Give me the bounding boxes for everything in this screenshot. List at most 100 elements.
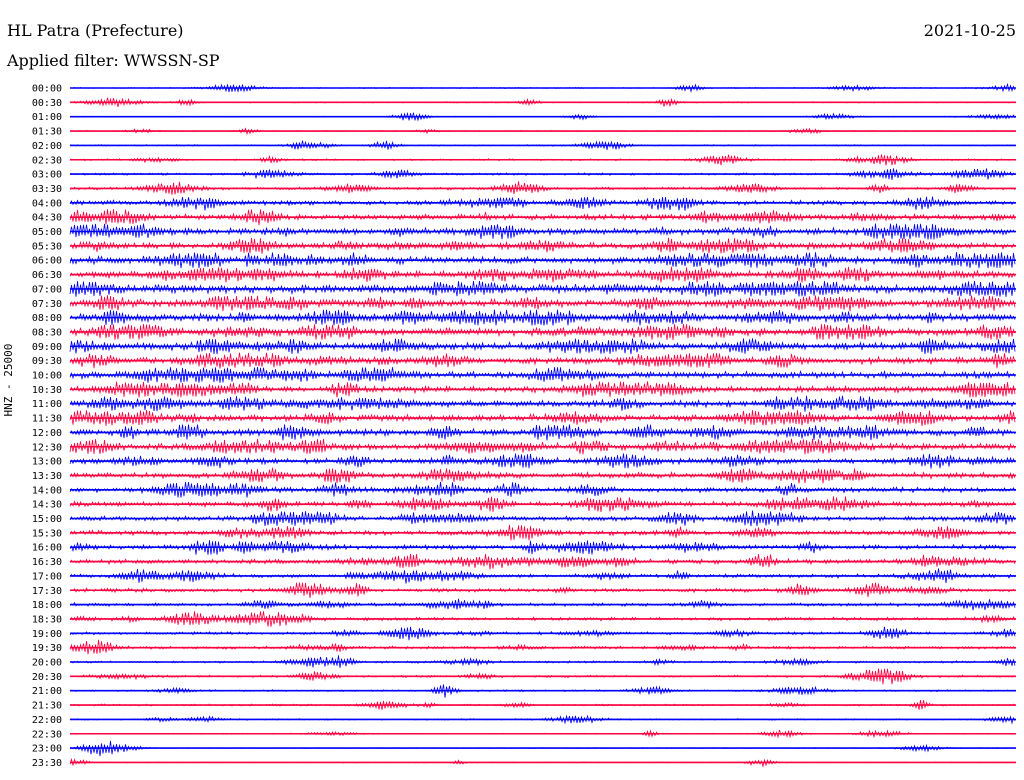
seismic-trace bbox=[69, 82, 1016, 93]
seismic-trace bbox=[69, 237, 1016, 254]
time-tick-label: 19:00 bbox=[32, 629, 62, 640]
seismic-trace bbox=[69, 366, 1016, 383]
time-tick-label: 18:00 bbox=[32, 600, 62, 611]
seismic-trace bbox=[69, 668, 1016, 685]
seismic-trace bbox=[69, 729, 1016, 739]
time-tick-label: 00:30 bbox=[32, 98, 62, 109]
time-tick-label: 22:30 bbox=[32, 729, 62, 740]
time-tick-label: 21:00 bbox=[32, 686, 62, 697]
time-tick-label: 02:00 bbox=[32, 141, 62, 152]
seismic-trace bbox=[69, 352, 1016, 369]
seismic-trace bbox=[69, 598, 1016, 611]
seismic-trace bbox=[69, 309, 1016, 326]
time-tick-label: 00:00 bbox=[32, 84, 62, 95]
time-tick-label: 20:00 bbox=[32, 658, 62, 669]
time-tick-label: 14:00 bbox=[32, 485, 62, 496]
time-tick-label: 10:30 bbox=[32, 385, 62, 396]
station-title: HL Patra (Prefecture) bbox=[7, 21, 184, 40]
seismic-trace bbox=[69, 181, 1016, 195]
seismic-trace bbox=[69, 453, 1016, 469]
time-tick-label: 01:00 bbox=[32, 112, 62, 123]
time-tick-label: 18:30 bbox=[32, 614, 62, 625]
time-tick-label: 03:30 bbox=[32, 184, 62, 195]
time-tick-label: 16:30 bbox=[32, 557, 62, 568]
time-tick-label: 22:00 bbox=[32, 715, 62, 726]
seismic-trace bbox=[69, 510, 1016, 527]
seismic-trace bbox=[69, 524, 1016, 541]
seismic-trace bbox=[69, 223, 1016, 240]
seismic-trace bbox=[69, 168, 1016, 180]
seismic-trace bbox=[69, 496, 1016, 512]
time-tick-label: 08:30 bbox=[32, 327, 62, 338]
time-tick-label: 06:30 bbox=[32, 270, 62, 281]
seismic-trace bbox=[69, 381, 1016, 398]
seismic-trace bbox=[69, 757, 1016, 768]
time-tick-label: 07:30 bbox=[32, 299, 62, 310]
seismic-trace bbox=[69, 639, 1016, 655]
seismic-trace bbox=[69, 140, 1016, 151]
seismic-trace bbox=[69, 582, 1016, 599]
time-tick-label: 01:30 bbox=[32, 127, 62, 138]
seismic-trace bbox=[69, 323, 1016, 340]
time-tick-label: 04:30 bbox=[32, 213, 62, 224]
seismic-trace bbox=[69, 540, 1016, 555]
time-tick-label: 17:00 bbox=[32, 571, 62, 582]
seismic-trace bbox=[69, 338, 1016, 355]
time-tick-label: 21:30 bbox=[32, 701, 62, 712]
seismic-trace bbox=[69, 266, 1016, 283]
seismic-trace bbox=[69, 424, 1016, 441]
seismic-trace bbox=[69, 626, 1016, 641]
time-tick-label: 15:30 bbox=[32, 528, 62, 539]
time-tick-label: 09:30 bbox=[32, 356, 62, 367]
time-tick-label: 15:00 bbox=[32, 514, 62, 525]
seismic-trace bbox=[69, 438, 1016, 455]
seismic-trace bbox=[69, 410, 1016, 427]
seismic-trace bbox=[69, 127, 1016, 136]
seismic-trace bbox=[69, 699, 1016, 710]
seismic-trace bbox=[69, 740, 1016, 757]
time-tick-label: 23:30 bbox=[32, 758, 62, 769]
time-tick-label: 07:00 bbox=[32, 284, 62, 295]
seismic-trace bbox=[69, 196, 1016, 211]
seismic-trace bbox=[69, 714, 1016, 725]
seismic-trace bbox=[69, 568, 1016, 584]
seismic-trace bbox=[69, 97, 1016, 107]
time-tick-label: 04:00 bbox=[32, 198, 62, 209]
time-tick-label: 02:30 bbox=[32, 155, 62, 166]
seismic-trace bbox=[69, 154, 1016, 166]
filter-label: Applied filter: WWSSN-SP bbox=[7, 51, 220, 70]
time-tick-label: 19:30 bbox=[32, 643, 62, 654]
seismic-trace bbox=[69, 111, 1016, 122]
time-tick-label: 11:00 bbox=[32, 399, 62, 410]
time-tick-label: 06:00 bbox=[32, 256, 62, 267]
date-label: 2021-10-25 bbox=[923, 21, 1016, 40]
time-tick-label: 05:00 bbox=[32, 227, 62, 238]
seismic-trace bbox=[69, 395, 1016, 412]
time-tick-label: 11:30 bbox=[32, 414, 62, 425]
time-tick-label: 12:30 bbox=[32, 442, 62, 453]
time-tick-label: 13:30 bbox=[32, 471, 62, 482]
time-tick-label: 10:00 bbox=[32, 371, 62, 382]
time-tick-label: 16:00 bbox=[32, 543, 62, 554]
seismic-trace bbox=[69, 295, 1016, 312]
seismic-trace bbox=[69, 252, 1016, 269]
time-tick-label: 05:30 bbox=[32, 241, 62, 252]
seismic-trace bbox=[69, 481, 1016, 498]
seismic-trace bbox=[69, 280, 1016, 297]
seismic-trace bbox=[69, 553, 1016, 570]
seismic-trace bbox=[69, 684, 1016, 698]
time-tick-label: 08:00 bbox=[32, 313, 62, 324]
seismic-trace bbox=[69, 611, 1016, 627]
seismic-trace bbox=[69, 467, 1016, 484]
time-tick-label: 09:00 bbox=[32, 342, 62, 353]
time-tick-label: 20:30 bbox=[32, 672, 62, 683]
time-tick-label: 23:00 bbox=[32, 744, 62, 755]
time-tick-label: 13:00 bbox=[32, 457, 62, 468]
time-tick-label: 14:30 bbox=[32, 500, 62, 511]
seismic-trace bbox=[69, 209, 1016, 226]
time-tick-label: 12:00 bbox=[32, 428, 62, 439]
seismic-trace bbox=[69, 655, 1016, 668]
time-tick-label: 17:30 bbox=[32, 586, 62, 597]
time-tick-label: 03:00 bbox=[32, 170, 62, 181]
